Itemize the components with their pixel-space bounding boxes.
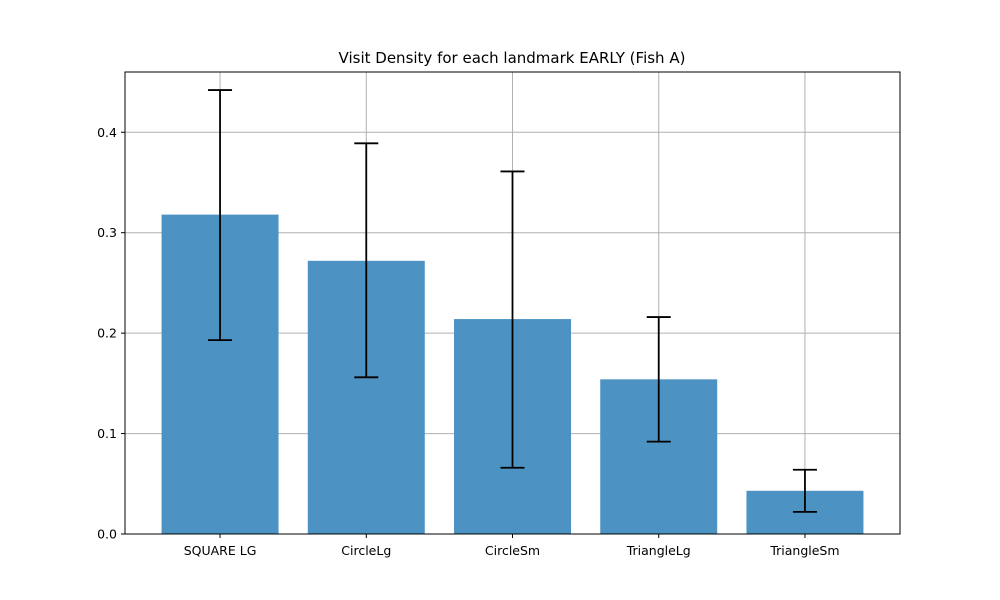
y-tick-label: 0.3 xyxy=(97,225,117,240)
y-tick-label: 0.4 xyxy=(97,125,117,140)
y-tick-label: 0.1 xyxy=(97,426,117,441)
x-tick-label: TriangleLg xyxy=(626,543,691,558)
y-tick-label: 0.0 xyxy=(97,527,117,542)
error-bar-layer xyxy=(208,89,817,513)
x-tick-label: TriangleSm xyxy=(769,543,839,558)
x-tick-label: CircleSm xyxy=(485,543,540,558)
y-tick-label: 0.2 xyxy=(97,326,117,341)
x-tick-label: SQUARE LG xyxy=(184,543,257,558)
tick-layer: 0.0 0.1 0.2 0.3 0.4 SQUARE LG CircleLg CircleSm… xyxy=(97,125,839,558)
chart-title: Visit Density for each landmark EARLY (F… xyxy=(339,49,686,67)
x-tick-label: CircleLg xyxy=(341,543,391,558)
